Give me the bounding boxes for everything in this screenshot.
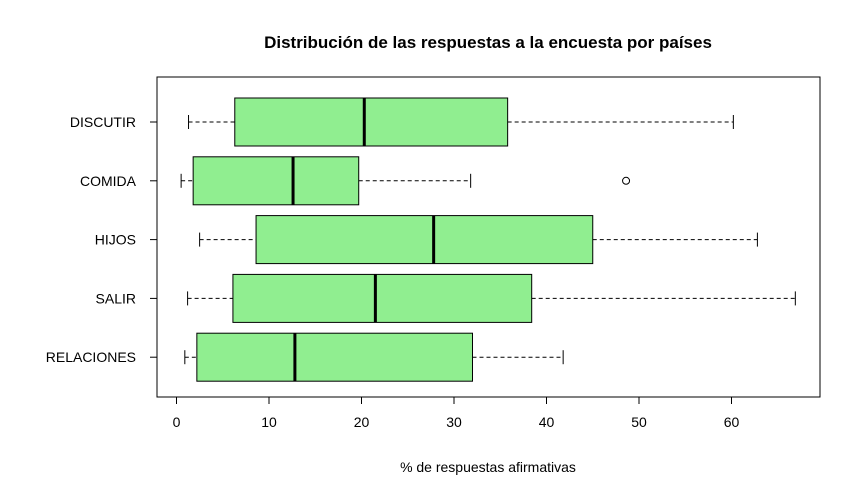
outlier-point	[622, 176, 631, 185]
x-tick-label: 10	[261, 414, 277, 430]
y-tick-label: COMIDA	[80, 173, 137, 189]
y-axis: DISCUTIR COMIDA HIJOS SALIR RELACIONES	[46, 114, 157, 365]
x-tick-label: 60	[724, 414, 740, 430]
x-tick-label: 20	[354, 414, 370, 430]
y-tick-label: HIJOS	[95, 232, 136, 248]
y-tick-label: SALIR	[96, 290, 136, 306]
box-iqr	[196, 332, 473, 382]
box-iqr	[255, 215, 594, 265]
x-tick-label: 50	[631, 414, 647, 430]
chart-title: Distribución de las respuestas a la encu…	[264, 33, 712, 52]
box-salir	[187, 273, 796, 323]
box-iqr	[232, 273, 533, 323]
x-tick-label: 40	[539, 414, 555, 430]
box-iqr	[192, 156, 360, 206]
box-discutir	[188, 97, 734, 147]
x-tick-label: 30	[446, 414, 462, 430]
box-relaciones	[184, 332, 564, 382]
box-iqr	[234, 97, 509, 147]
box-hijos	[199, 215, 758, 265]
y-tick-label: DISCUTIR	[70, 114, 136, 130]
boxes-group	[180, 97, 796, 382]
box-comida	[180, 156, 631, 206]
x-axis: 0 10 20 30 40 50 60	[173, 396, 740, 430]
x-axis-label: % de respuestas afirmativas	[400, 459, 576, 475]
y-tick-label: RELACIONES	[46, 349, 136, 365]
x-tick-label: 0	[173, 414, 181, 430]
